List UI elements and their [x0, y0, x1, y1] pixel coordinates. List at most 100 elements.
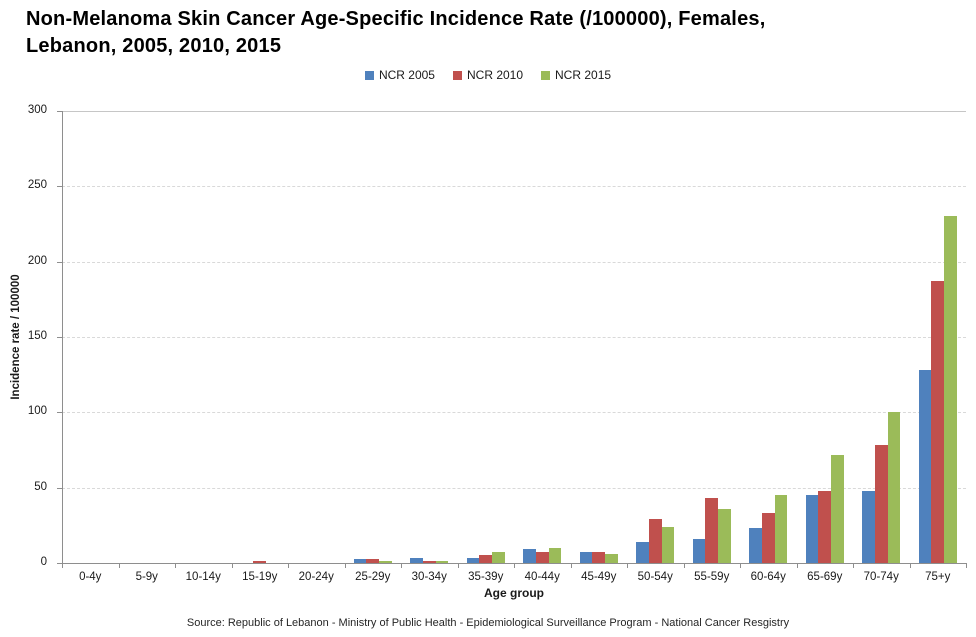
y-axis-tick: [57, 487, 62, 489]
bar-ncr-2005-60-64y: [749, 528, 762, 563]
x-axis-tick: [740, 564, 741, 568]
x-tick-label: 0-4y: [79, 571, 102, 583]
x-tick-label: 30-34y: [411, 571, 447, 583]
bar-ncr-2005-55-59y: [692, 538, 706, 563]
chart-title: Non-Melanoma Skin Cancer Age-Specific In…: [26, 6, 765, 60]
x-axis-tick: [514, 564, 515, 568]
bar-ncr-2005-65-69y: [805, 495, 819, 563]
y-gridline: [62, 261, 966, 263]
y-axis-tick: [57, 111, 62, 112]
x-axis-tick: [457, 564, 459, 568]
y-tick-label: 250: [27, 179, 47, 192]
bar-ncr-2005-40-44y: [523, 549, 536, 563]
x-tick-label: 25-29y: [355, 571, 391, 583]
bar-ncr-2005-25-29y: [353, 559, 367, 563]
bar-ncr-2010-60-64y: [761, 513, 775, 563]
x-tick-label: 65-69y: [807, 571, 843, 583]
y-gridline: [62, 487, 966, 489]
plot-area: 0-4y 5-9y 10-14y 15-19y 20-24y 25-29y 30-34y 35…: [57, 111, 967, 583]
x-axis-line: [62, 563, 967, 564]
bar-ncr-2010-15-19y: [253, 561, 267, 563]
bar-ncr-2015-60-64y: [774, 495, 788, 563]
legend: NCR 2005 NCR 2010 NCR 2015: [0, 68, 976, 82]
x-axis-tick: [344, 564, 346, 568]
bar-ncr-2005-35-39y: [466, 558, 480, 563]
x-axis-tick: [909, 564, 911, 568]
chart-title-line1: Non-Melanoma Skin Cancer Age-Specific In…: [26, 8, 766, 30]
legend-label: NCR 2005: [378, 68, 435, 82]
bar-ncr-2015-35-39y: [492, 551, 505, 563]
y-axis-tick: [57, 563, 62, 564]
y-tick-label: 150: [27, 330, 47, 342]
y-tick-label: 50: [34, 480, 47, 493]
bar-ncr-2010-25-29y: [366, 559, 380, 563]
legend-swatch-icon: [541, 70, 551, 80]
x-axis-tick: [627, 564, 628, 568]
bar-ncr-2015-75+y: [944, 216, 957, 563]
x-axis-tick: [288, 564, 289, 568]
y-axis-tick: [57, 412, 62, 414]
x-axis-tick: [796, 564, 798, 568]
bar-ncr-2010-35-39y: [479, 554, 493, 563]
x-tick-label: 40-44y: [524, 571, 560, 583]
bar-ncr-2010-55-59y: [705, 498, 719, 563]
bar-ncr-2010-40-44y: [535, 552, 549, 563]
bar-ncr-2010-50-54y: [648, 519, 662, 563]
y-axis-tick: [57, 261, 62, 263]
bar-ncr-2015-30-34y: [435, 560, 449, 563]
bar-ncr-2015-65-69y: [831, 454, 844, 563]
x-tick-label: 5-9y: [135, 571, 158, 583]
x-tick-label: 55-59y: [694, 571, 730, 583]
bar-ncr-2005-75+y: [918, 370, 932, 563]
y-axis-line: [62, 111, 63, 564]
legend-swatch-icon: [364, 70, 374, 80]
y-tick-label: 300: [27, 104, 47, 116]
bar-ncr-2010-30-34y: [422, 560, 436, 563]
source-note: Source: Republic of Lebanon - Ministry o…: [186, 617, 790, 629]
x-axis-tick: [853, 564, 854, 568]
x-tick-label: 70-74y: [863, 571, 899, 583]
x-tick-label: 20-24y: [298, 571, 334, 583]
bar-ncr-2005-45-49y: [579, 552, 593, 563]
legend-item: NCR 2015: [541, 68, 611, 82]
chart-title-line2: Lebanon, 2005, 2010, 2015: [26, 35, 282, 57]
y-gridline: [62, 186, 966, 188]
y-axis-tick: [57, 186, 62, 188]
bar-ncr-2010-70-74y: [874, 445, 888, 563]
bar-ncr-2015-45-49y: [605, 553, 618, 563]
y-tick-label: 0: [40, 556, 47, 568]
x-tick-label: 60-64y: [750, 571, 786, 583]
x-tick-label: 15-19y: [242, 571, 278, 583]
x-tick-label: 45-49y: [581, 571, 617, 583]
y-gridline: [62, 412, 966, 414]
bar-ncr-2015-25-29y: [379, 560, 392, 563]
y-tick-label: 200: [27, 254, 47, 267]
bar-ncr-2010-45-49y: [592, 552, 606, 563]
x-axis-tick: [231, 564, 233, 568]
bar-ncr-2005-50-54y: [636, 541, 649, 563]
x-axis-tick: [570, 564, 572, 568]
bar-ncr-2010-75+y: [931, 281, 945, 563]
x-axis-tick: [966, 564, 967, 568]
legend-item: NCR 2005: [364, 68, 435, 82]
bar-ncr-2015-40-44y: [548, 547, 562, 563]
y-gridline: [62, 111, 966, 112]
x-axis-title: Age group: [484, 586, 544, 600]
legend-swatch-icon: [452, 70, 462, 80]
x-tick-label: 35-39y: [468, 571, 504, 583]
legend-label: NCR 2015: [555, 68, 612, 82]
x-axis-tick: [62, 564, 63, 568]
x-axis-tick: [175, 564, 176, 568]
bar-ncr-2015-50-54y: [661, 526, 675, 563]
x-axis-tick: [118, 564, 120, 568]
bar-ncr-2015-70-74y: [887, 412, 901, 563]
x-tick-label: 50-54y: [637, 571, 673, 583]
legend-label: NCR 2010: [466, 68, 524, 82]
y-tick-label: 100: [27, 405, 47, 418]
x-tick-label: 75+y: [925, 571, 951, 583]
bar-ncr-2005-70-74y: [862, 490, 875, 563]
bar-ncr-2015-55-59y: [718, 508, 731, 563]
legend-item: NCR 2010: [452, 68, 524, 82]
x-axis-tick: [683, 564, 685, 568]
